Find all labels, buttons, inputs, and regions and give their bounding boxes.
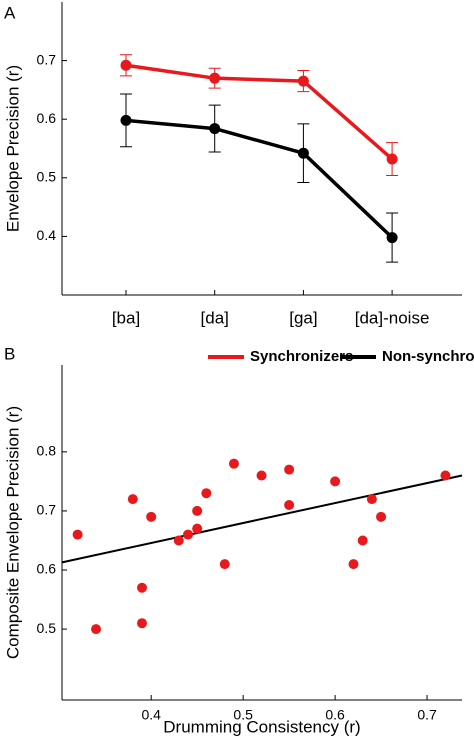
x-tick-label: [ba] xyxy=(112,308,140,327)
y-axis-label: Envelope Precision (r) xyxy=(3,65,22,232)
point xyxy=(297,147,309,159)
point xyxy=(376,511,387,522)
y-tick-label: 0.5 xyxy=(37,169,57,185)
x-tick-label: [ga] xyxy=(289,308,317,327)
panel-label: A xyxy=(4,3,16,22)
point xyxy=(72,529,83,540)
x-tick-label: 0.6 xyxy=(325,707,345,723)
point xyxy=(127,494,138,505)
point xyxy=(284,500,295,511)
point xyxy=(386,153,398,165)
x-tick-label: 0.5 xyxy=(233,707,253,723)
point xyxy=(173,535,184,546)
point xyxy=(209,72,221,84)
point xyxy=(284,464,295,475)
point xyxy=(357,535,368,546)
point xyxy=(256,470,267,481)
point xyxy=(297,75,309,87)
y-tick-label: 0.7 xyxy=(37,51,57,67)
point xyxy=(219,559,230,570)
point xyxy=(137,582,147,593)
point xyxy=(209,123,221,135)
point xyxy=(120,59,132,71)
x-tick-label: [da] xyxy=(201,308,229,327)
y-tick-label: 0.4 xyxy=(37,227,57,243)
legend-label: Synchronizers xyxy=(250,348,353,365)
point xyxy=(386,232,398,244)
point xyxy=(192,505,203,516)
point xyxy=(330,476,341,487)
x-axis-label: Drumming Consistency (r) xyxy=(163,717,360,736)
point xyxy=(91,624,102,635)
y-tick-label: 0.7 xyxy=(37,502,57,518)
y-tick-label: 0.8 xyxy=(37,443,57,459)
x-tick-label: 0.7 xyxy=(417,707,437,723)
point xyxy=(137,618,147,629)
y-tick-label: 0.6 xyxy=(37,110,57,126)
point xyxy=(228,458,239,469)
x-tick-label: [da]-noise xyxy=(355,308,430,327)
y-tick-label: 0.5 xyxy=(37,620,57,636)
point xyxy=(182,529,193,540)
legend-label: Non-synchronizers xyxy=(382,348,474,365)
fit-line xyxy=(61,474,463,564)
y-tick-label: 0.6 xyxy=(37,561,57,577)
y-axis-label: Composite Envelope Precision (r) xyxy=(3,406,22,659)
point xyxy=(120,114,132,126)
point xyxy=(348,559,359,570)
panel-label: B xyxy=(4,344,15,363)
point xyxy=(146,511,157,522)
point xyxy=(366,494,377,505)
series-line xyxy=(125,63,394,161)
x-tick-label: 0.4 xyxy=(141,707,161,723)
series-line xyxy=(125,118,394,239)
point xyxy=(440,470,451,481)
point xyxy=(192,523,203,534)
point xyxy=(201,488,212,499)
